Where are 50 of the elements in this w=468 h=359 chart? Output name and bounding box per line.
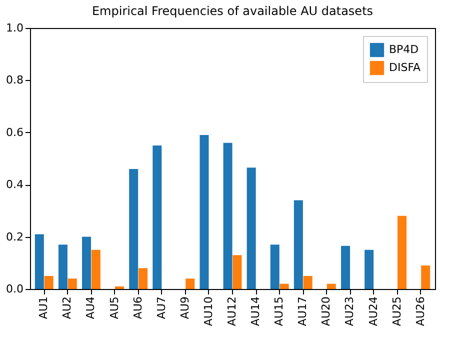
bar [326, 284, 336, 289]
x-tick-label: AU5 [108, 296, 121, 320]
x-tick-label: AU9 [178, 296, 192, 320]
bar [152, 145, 162, 289]
bar [34, 234, 44, 289]
y-tick-label: 0.8 [6, 74, 24, 87]
legend-label: BP4D [389, 43, 419, 56]
bar [200, 135, 209, 289]
x-tick-label: AU15 [272, 296, 286, 326]
x-tick-label: AU2 [60, 296, 74, 320]
legend-label: DISFA [389, 61, 422, 74]
bar [186, 278, 195, 289]
bar [223, 142, 232, 289]
x-tick-label: AU24 [366, 296, 380, 326]
bar [421, 266, 430, 289]
y-tick-label: 0.4 [6, 178, 24, 192]
bar [294, 200, 303, 289]
x-tick-label: AU1 [37, 296, 50, 320]
bar [398, 216, 407, 289]
x-tick-label: AU14 [249, 296, 262, 326]
x-tick-label: AU20 [320, 296, 333, 326]
x-tick-label: AU23 [343, 296, 356, 326]
x-tick-label: AU25 [390, 296, 404, 326]
y-tick-label: 0.0 [6, 282, 24, 296]
chart-title: Empirical Frequencies of available AU datasets [92, 4, 374, 18]
bar [129, 168, 138, 289]
bar [280, 284, 289, 289]
bar [270, 244, 280, 289]
bar [114, 286, 124, 289]
x-tick-label: AU17 [296, 296, 310, 326]
bar [68, 278, 77, 289]
x-tick-label: AU10 [202, 296, 215, 326]
x-tick-label: AU6 [131, 296, 144, 320]
bar [303, 276, 312, 289]
y-tick-label: 0.2 [6, 230, 24, 244]
bar [82, 236, 92, 289]
bar [364, 250, 374, 289]
bar [91, 250, 100, 289]
bar [232, 255, 242, 289]
x-tick-label: AU12 [226, 296, 238, 326]
bar [58, 244, 68, 289]
x-tick-label: AU7 [154, 296, 168, 320]
bar [341, 246, 350, 289]
y-tick-label: 0.6 [6, 126, 24, 139]
y-tick-label: 1.0 [6, 22, 24, 34]
x-tick-label: AU4 [84, 296, 98, 320]
bar [138, 268, 148, 289]
x-tick-label: AU26 [414, 296, 427, 326]
bar [246, 168, 256, 289]
bar [44, 276, 54, 289]
